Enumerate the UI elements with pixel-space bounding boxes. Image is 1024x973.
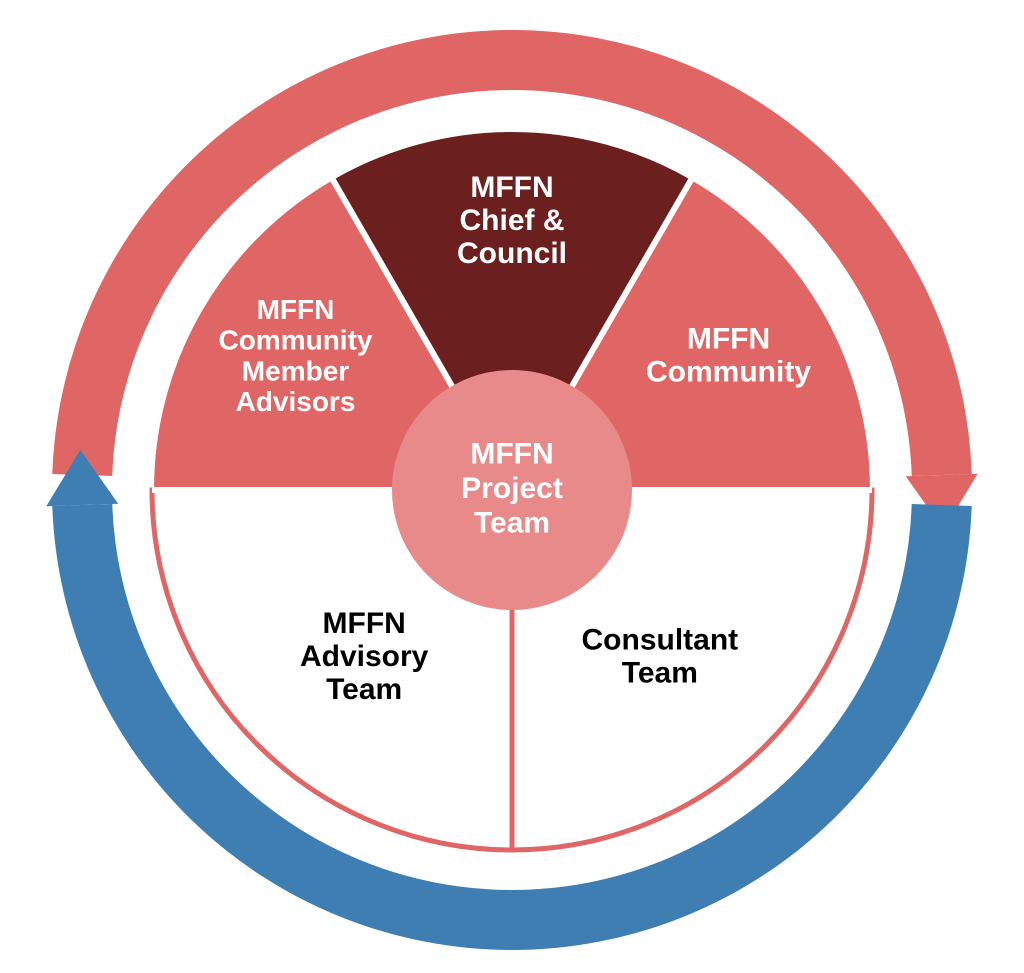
center-label: MFFNProjectTeam — [461, 438, 563, 540]
segment-label-chief: MFFNChief &Council — [457, 171, 567, 270]
org-wheel-diagram: Community - ledSupported By Technical Ex… — [0, 0, 1024, 973]
